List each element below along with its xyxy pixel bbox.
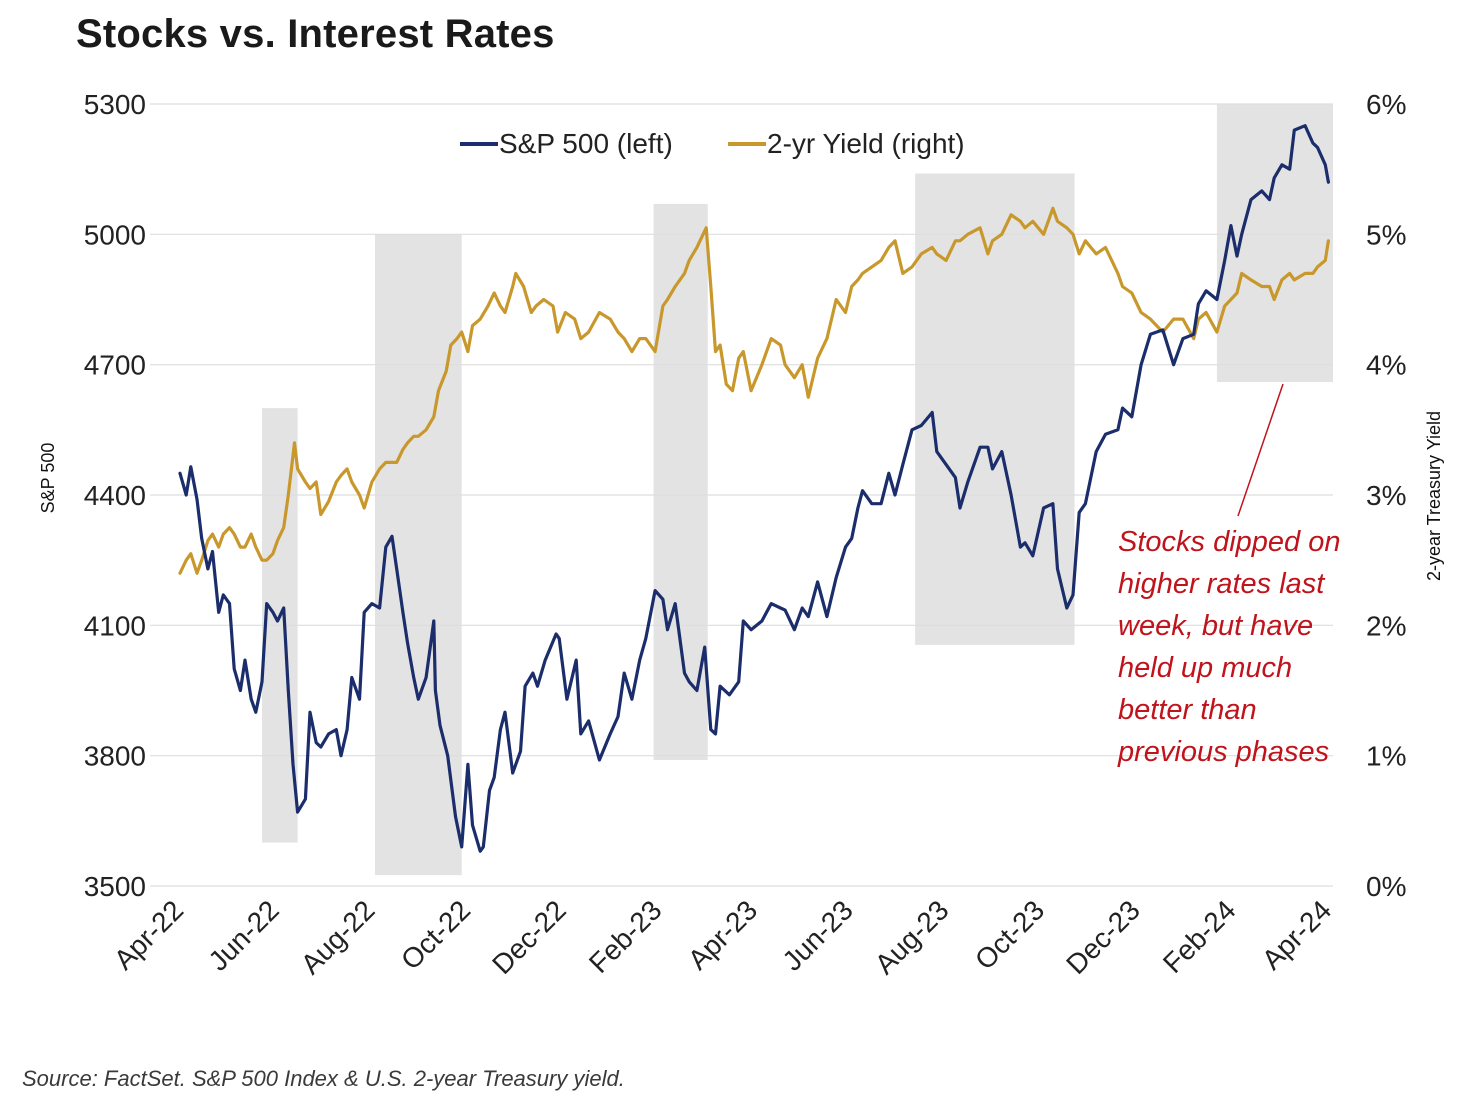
x-tick-label: Apr-24 — [1256, 894, 1337, 975]
x-tick-label: Jun-22 — [202, 894, 284, 976]
annotation-line: held up much — [1118, 652, 1292, 684]
annotation-line: previous phases — [1117, 736, 1329, 768]
yield-line — [178, 206, 1331, 575]
annotation-text: Stocks dipped on higher rates last week, b… — [1117, 526, 1340, 768]
x-tick-label: Apr-22 — [108, 894, 189, 975]
annotation-line: Stocks dipped on — [1118, 526, 1340, 558]
x-tick-label: Feb-23 — [583, 894, 668, 979]
right-tick-label: 4% — [1366, 350, 1406, 381]
x-tick-label: Oct-23 — [969, 894, 1050, 975]
legend: S&P 500 (left) 2-yr Yield (right) — [460, 128, 965, 159]
shaded-period-2 — [375, 234, 462, 876]
x-tick-label: Oct-22 — [395, 894, 476, 975]
left-tick-label: 5300 — [84, 89, 146, 120]
sp500-line — [178, 124, 1331, 853]
left-tick-label: 3500 — [84, 871, 146, 902]
source-note: Source: FactSet. S&P 500 Index & U.S. 2-… — [22, 1066, 625, 1091]
right-tick-label: 0% — [1366, 871, 1406, 902]
gridlines — [150, 103, 1333, 887]
x-tick-label: Dec-23 — [1060, 894, 1146, 980]
right-tick-label: 6% — [1366, 89, 1406, 120]
shaded-period-5 — [1216, 104, 1333, 383]
annotation-line: higher rates last — [1118, 568, 1326, 600]
x-tick-label: Jun-23 — [776, 894, 858, 976]
left-tick-label: 4400 — [84, 480, 146, 511]
right-axis-ticks: 0% 1% 2% 3% 4% 5% 6% — [1366, 89, 1406, 902]
chart-title: Stocks vs. Interest Rates — [76, 12, 555, 56]
left-tick-label: 4100 — [84, 610, 146, 641]
left-tick-label: 4700 — [84, 350, 146, 381]
right-tick-label: 5% — [1366, 219, 1406, 250]
x-tick-label: Apr-23 — [682, 894, 763, 975]
left-tick-label: 5000 — [84, 219, 146, 250]
x-axis-ticks: Apr-22 Jun-22 Aug-22 Oct-22 Dec-22 Feb-23 Apr-… — [108, 894, 1337, 980]
annotation-line: better than — [1118, 694, 1257, 726]
x-tick-label: Dec-22 — [486, 894, 572, 980]
legend-label-sp500: S&P 500 (left) — [499, 128, 673, 159]
x-tick-label: Feb-24 — [1157, 894, 1242, 979]
left-axis-title: S&P 500 — [38, 443, 58, 514]
shaded-periods — [262, 104, 1333, 876]
shaded-period-4 — [915, 173, 1075, 645]
legend-label-yield: 2-yr Yield (right) — [767, 128, 965, 159]
right-tick-label: 2% — [1366, 610, 1406, 641]
annotation-line: week, but have — [1118, 610, 1313, 642]
series-lines — [178, 124, 1331, 853]
right-tick-label: 3% — [1366, 480, 1406, 511]
right-axis-title: 2-year Treasury Yield — [1424, 411, 1444, 581]
left-axis-ticks: 3500 3800 4100 4400 4700 5000 5300 — [84, 89, 146, 902]
shaded-period-3 — [653, 203, 708, 761]
x-tick-label: Aug-23 — [869, 894, 955, 980]
annotation-pointer — [1237, 383, 1284, 517]
right-tick-label: 1% — [1366, 741, 1406, 772]
x-tick-label: Aug-22 — [295, 894, 381, 980]
left-tick-label: 3800 — [84, 741, 146, 772]
